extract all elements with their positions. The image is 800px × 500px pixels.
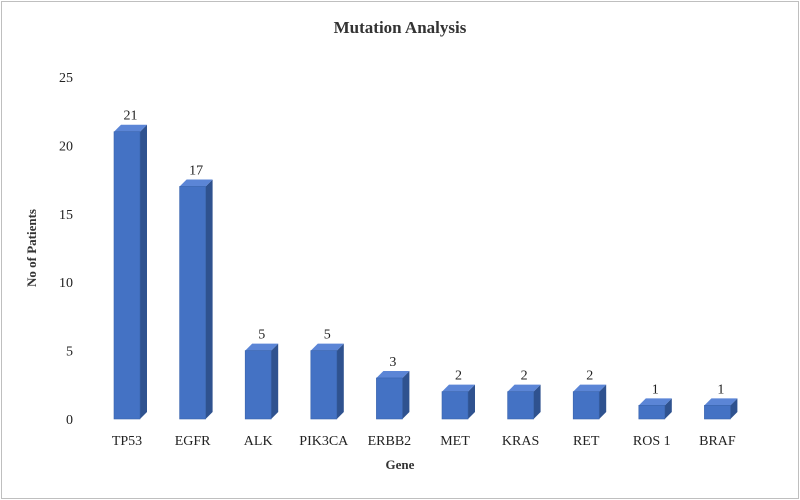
bar-top [573, 384, 607, 392]
x-tick-label: TP53 [112, 434, 142, 449]
bar-top [114, 124, 147, 132]
x-tick-label: ALK [244, 434, 273, 449]
bar-top [376, 370, 410, 378]
data-label: 2 [455, 369, 462, 384]
bar-top [179, 179, 213, 187]
bar-tp53 [113, 124, 147, 420]
y-tick-label: 5 [66, 345, 73, 360]
x-tick-label: ERBB2 [368, 434, 412, 449]
y-axis: 0 5 10 15 20 25 [59, 71, 73, 428]
x-tick-label: PIK3CA [299, 434, 349, 449]
bar-top [507, 384, 541, 392]
bar-top [638, 398, 672, 406]
bar-side [205, 179, 213, 419]
data-label: 21 [124, 109, 138, 124]
bar-top [310, 343, 344, 351]
bar-front [638, 405, 666, 420]
data-label: 3 [389, 355, 396, 370]
bar-pik3ca [310, 343, 344, 420]
bar-front [441, 391, 469, 420]
bar-side [271, 343, 279, 419]
bar-front [704, 405, 731, 420]
bar-front [244, 350, 272, 420]
bar-ros-1 [638, 398, 672, 420]
bar-side [140, 124, 147, 419]
data-label: 1 [652, 382, 659, 397]
bar-side [730, 398, 738, 419]
bar-front [507, 391, 534, 420]
chart-title: Mutation Analysis [334, 18, 467, 37]
y-tick-label: 20 [59, 139, 73, 154]
bar-front [179, 186, 206, 420]
y-tick-label: 0 [66, 413, 73, 428]
bar-kras [507, 384, 541, 420]
data-label: 5 [258, 328, 265, 343]
bar-top [704, 398, 738, 406]
x-tick-label: EGFR [175, 434, 211, 449]
bar-front [113, 131, 141, 420]
bar-side [533, 384, 541, 419]
data-label: 1 [717, 382, 724, 397]
bar-alk [244, 343, 279, 420]
y-tick-label: 25 [59, 71, 73, 86]
data-label: 5 [324, 328, 331, 343]
bar-ret [572, 384, 607, 420]
bar-top [442, 384, 475, 392]
bar-erbb2 [376, 370, 410, 420]
bar-front [310, 350, 338, 420]
bar-egfr [179, 179, 213, 420]
x-axis-label: Gene [386, 457, 415, 472]
y-tick-label: 15 [59, 208, 73, 223]
bar-side [402, 370, 410, 419]
bar-front [376, 377, 403, 420]
bar-braf [704, 398, 738, 420]
bar-front [572, 391, 600, 420]
x-axis: TP53 EGFR ALK PIK3CA ERBB2 MET KRAS RET ROS 1 BRA… [112, 434, 736, 449]
bar-top [245, 343, 279, 351]
x-tick-label: RET [573, 434, 600, 449]
data-label: 17 [189, 163, 203, 178]
bar-met [441, 384, 475, 420]
data-label: 2 [586, 369, 593, 384]
x-tick-label: ROS 1 [633, 434, 671, 449]
y-axis-label: No of Patients [24, 209, 39, 287]
bar-side [599, 384, 607, 419]
bar-side [336, 343, 344, 419]
x-tick-label: BRAF [699, 434, 736, 449]
data-label: 2 [521, 369, 528, 384]
y-tick-label: 10 [59, 276, 73, 291]
bar-side [664, 398, 672, 419]
x-tick-label: MET [440, 434, 470, 449]
x-tick-label: KRAS [502, 434, 539, 449]
bar-side [468, 384, 475, 419]
